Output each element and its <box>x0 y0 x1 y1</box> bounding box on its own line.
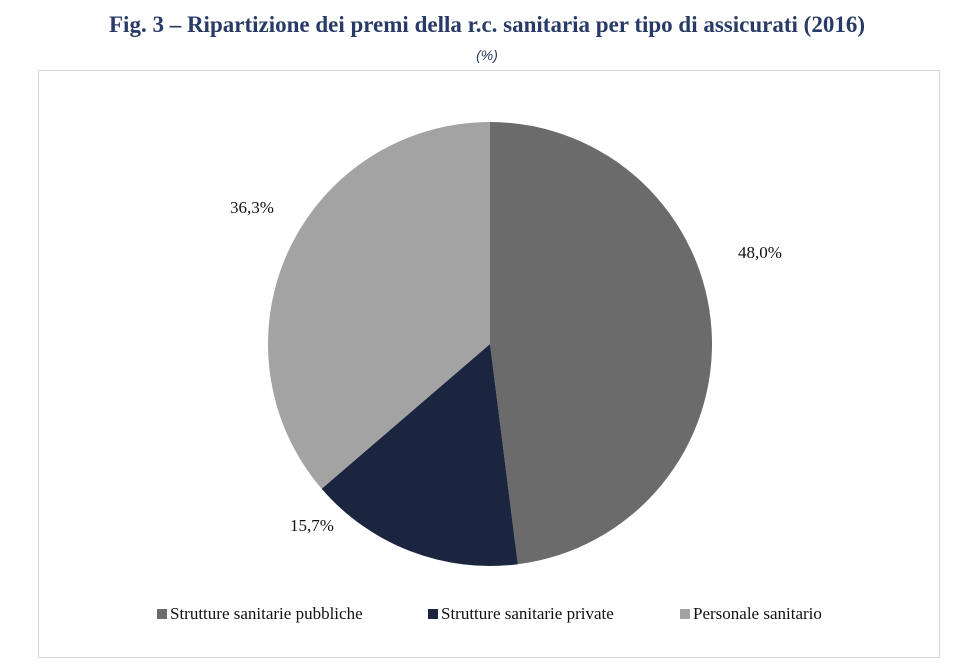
chart-subtitle: (%) <box>476 47 498 63</box>
data-label-3: 36,3% <box>230 198 274 217</box>
legend-swatch-2 <box>428 609 438 619</box>
pie-slice-2 <box>321 344 518 566</box>
legend-label-2: Strutture sanitarie private <box>441 604 614 623</box>
legend-swatch-3 <box>680 609 690 619</box>
legend-swatch-1 <box>157 609 167 619</box>
pie-slice-3 <box>268 122 490 489</box>
pie-slice-1 <box>490 122 713 565</box>
legend-label-3: Personale sanitario <box>693 604 822 623</box>
chart-title: Fig. 3 – Ripartizione dei premi della r.… <box>109 12 865 37</box>
data-label-1: 48,0% <box>738 243 782 262</box>
data-label-2: 15,7% <box>290 516 334 535</box>
chart-frame <box>38 70 940 658</box>
legend-label-1: Strutture sanitarie pubbliche <box>170 604 363 623</box>
